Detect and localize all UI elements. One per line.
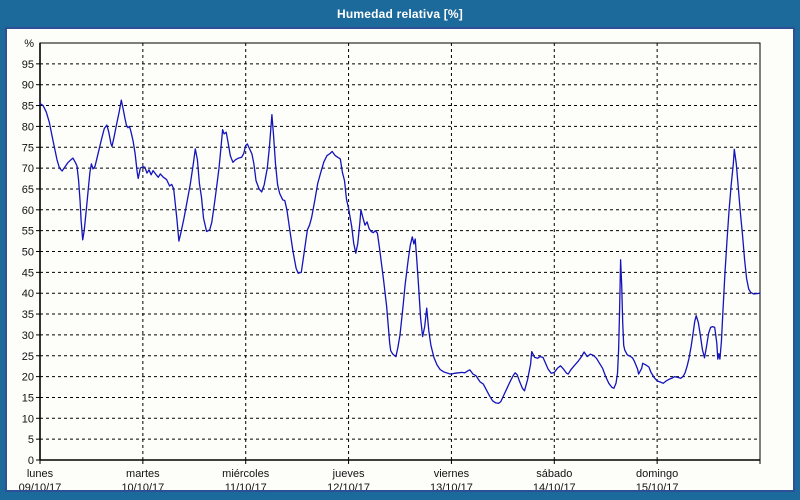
y-axis-label: 70	[22, 163, 34, 175]
y-axis-label: 30	[22, 330, 34, 342]
chart-panel: 0 5 10 15 20 25 30 35 40 45 50 55 60 65 70 75 80 85 90 95% l…	[5, 27, 795, 492]
y-axis-label: 10	[22, 413, 34, 425]
y-axis-label: 0	[28, 455, 34, 467]
day-label: sábado	[536, 468, 572, 480]
date-label: 10/10/17	[121, 482, 164, 490]
y-axis-label: 80	[22, 121, 34, 133]
day-label: domingo	[636, 468, 678, 480]
humidity-chart: 0 5 10 15 20 25 30 35 40 45 50 55 60 65 70 75 80 85 90 95% l…	[19, 38, 761, 490]
window-title-bar: Humedad relativa [%]	[0, 0, 800, 27]
y-axis-label: 85	[22, 101, 34, 113]
y-axis-label: 20	[22, 372, 34, 384]
date-label: 14/10/17	[533, 482, 576, 490]
date-label: 11/10/17	[225, 482, 267, 490]
y-axis-label: 65	[22, 184, 34, 196]
y-axis-label: 75	[22, 142, 34, 154]
date-label: 13/10/17	[430, 482, 473, 490]
day-label: lunes	[27, 468, 54, 480]
y-axis-unit-label: %	[24, 38, 34, 50]
day-label: viernes	[434, 468, 470, 480]
y-axis-label: 45	[22, 267, 34, 279]
y-axis-label: 55	[22, 226, 34, 238]
y-axis-label: 40	[22, 288, 34, 300]
date-label: 15/10/17	[636, 482, 679, 490]
y-axis-label: 5	[28, 434, 34, 446]
y-axis-label: 60	[22, 205, 34, 217]
day-label: jueves	[332, 468, 365, 480]
series-line	[39, 99, 761, 404]
day-label: martes	[126, 468, 160, 480]
y-axis-label: 90	[22, 80, 34, 92]
y-axis-label: 35	[22, 309, 34, 321]
y-axis-label: 15	[22, 392, 34, 404]
date-label: 09/10/17	[19, 482, 62, 490]
y-axis-label: 50	[22, 247, 34, 259]
window-title: Humedad relativa [%]	[336, 6, 464, 21]
y-axis-label: 95	[22, 59, 34, 71]
y-axis-label: 25	[22, 351, 34, 363]
day-label: miércoles	[222, 468, 270, 480]
date-label: 12/10/17	[327, 482, 370, 490]
